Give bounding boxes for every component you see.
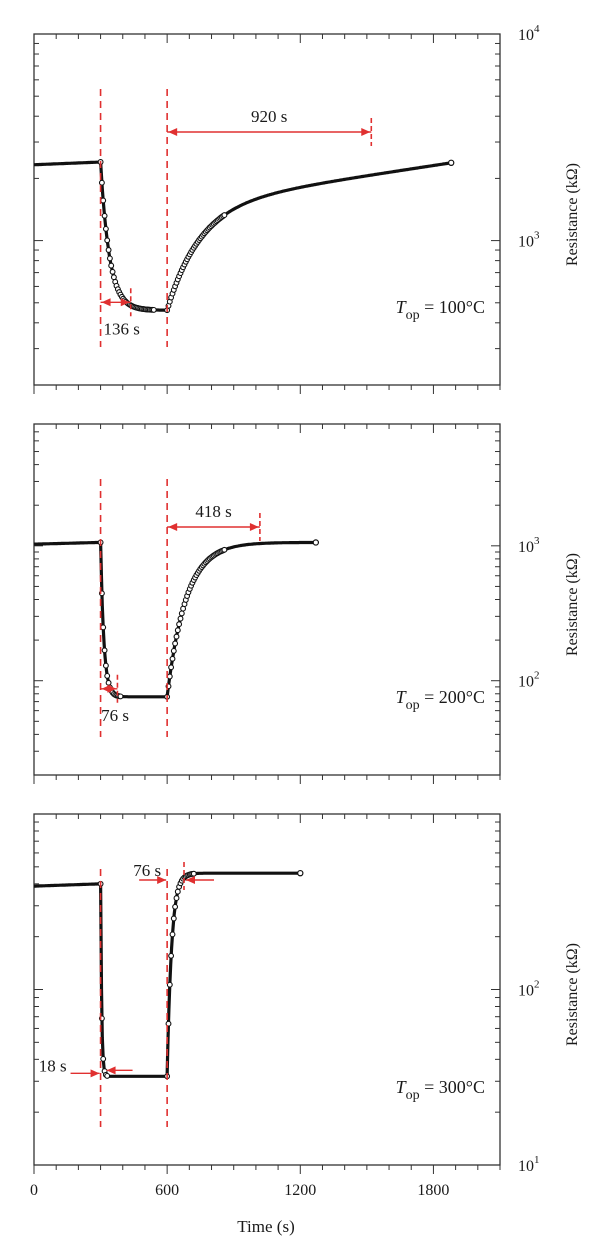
data-point — [297, 869, 304, 877]
data-point — [172, 903, 179, 910]
data-point — [105, 247, 112, 253]
data-point — [166, 673, 173, 680]
data-point — [100, 1055, 107, 1062]
recovery-arrow-head — [361, 128, 371, 136]
data-point — [108, 262, 115, 269]
chart-panel-3: 101 102 Resistance (kΩ) 18 s 76 s Top = 300°C — [33, 813, 581, 1175]
response-time-label: 136 s — [103, 319, 139, 338]
data-point — [102, 662, 109, 669]
y-axis-label: Resistance (kΩ) — [564, 943, 581, 1046]
recovery-arrow-head — [157, 876, 167, 884]
response-arrow-head — [107, 684, 117, 693]
y-axis-label: Resistance (kΩ) — [564, 163, 581, 266]
data-point — [169, 931, 176, 938]
data-point — [117, 693, 124, 700]
data-point — [104, 1072, 111, 1079]
recovery-time-label: 76 s — [133, 861, 161, 880]
data-point — [109, 268, 116, 275]
chart-panels: 103 104 Resistance (kΩ) 136 s 920 s Top = 100… — [30, 23, 581, 1199]
x-axis-label: Time (s) — [237, 1217, 294, 1236]
recovery-time-label: 920 s — [251, 107, 287, 126]
chart-panel-1: 103 104 Resistance (kΩ) 136 s 920 s Top = 100… — [33, 23, 581, 394]
data-point — [170, 647, 177, 654]
data-point — [98, 179, 105, 186]
data-point — [150, 306, 157, 313]
data-point — [177, 615, 184, 622]
data-point — [169, 655, 176, 662]
temperature-label: Top = 200°C — [396, 687, 485, 713]
data-point — [173, 633, 180, 640]
temperature-label: Top = 100°C — [396, 297, 485, 323]
plot-frame — [33, 813, 501, 1166]
x-tick-label: 1800 — [417, 1182, 449, 1199]
data-point — [312, 539, 320, 546]
y-tick-label: 102 — [518, 979, 540, 1000]
chart-panel-2: 102 103 Resistance (kΩ) 76 s 418 s Top = 200°… — [33, 423, 581, 784]
response-arrow-head — [120, 298, 130, 307]
data-point — [447, 159, 455, 167]
recovery-time-label: 418 s — [195, 502, 231, 521]
data-point — [165, 1020, 172, 1027]
data-point — [172, 640, 179, 647]
x-tick-label: 1200 — [284, 1182, 316, 1199]
data-point — [176, 621, 183, 628]
recovery-arrow-head — [186, 876, 196, 884]
data-point — [221, 546, 228, 553]
response-time-label: 18 s — [39, 1056, 67, 1075]
y-axis-label: Resistance (kΩ) — [564, 553, 581, 656]
data-point — [100, 197, 107, 204]
data-point — [104, 237, 111, 244]
x-tick-label: 0 — [30, 1182, 38, 1199]
data-point — [221, 212, 228, 219]
recovery-arrow-head — [249, 523, 259, 531]
data-point — [101, 212, 108, 219]
y-tick-label: 103 — [518, 535, 540, 556]
data-point — [178, 610, 185, 617]
data-point — [166, 981, 173, 988]
response-arrow-head — [106, 1066, 116, 1075]
data-series-line — [34, 871, 301, 1078]
y-tick-label: 102 — [518, 670, 540, 691]
data-point — [106, 255, 113, 262]
response-arrow-head — [101, 298, 111, 307]
response-time-label: 76 s — [101, 706, 129, 725]
recovery-arrow-head — [168, 523, 178, 531]
response-arrow-head — [90, 1069, 100, 1078]
y-tick-label: 101 — [518, 1154, 540, 1175]
data-point — [190, 870, 197, 877]
temperature-label: Top = 300°C — [396, 1077, 485, 1103]
data-point — [170, 915, 177, 922]
data-point — [174, 627, 181, 634]
data-series-line — [34, 160, 452, 312]
y-tick-label: 103 — [518, 230, 540, 251]
data-point — [104, 672, 111, 679]
data-point — [102, 225, 109, 232]
data-point — [168, 664, 175, 671]
x-tick-label: 600 — [155, 1182, 179, 1199]
data-series-line — [33, 540, 316, 699]
data-point — [174, 888, 181, 895]
data-point — [100, 624, 107, 631]
data-point — [173, 895, 180, 902]
data-point — [168, 952, 175, 959]
recovery-arrow-head — [168, 128, 178, 136]
data-point — [101, 647, 108, 654]
plot-frame — [33, 33, 501, 386]
y-tick-label: 104 — [518, 23, 540, 44]
